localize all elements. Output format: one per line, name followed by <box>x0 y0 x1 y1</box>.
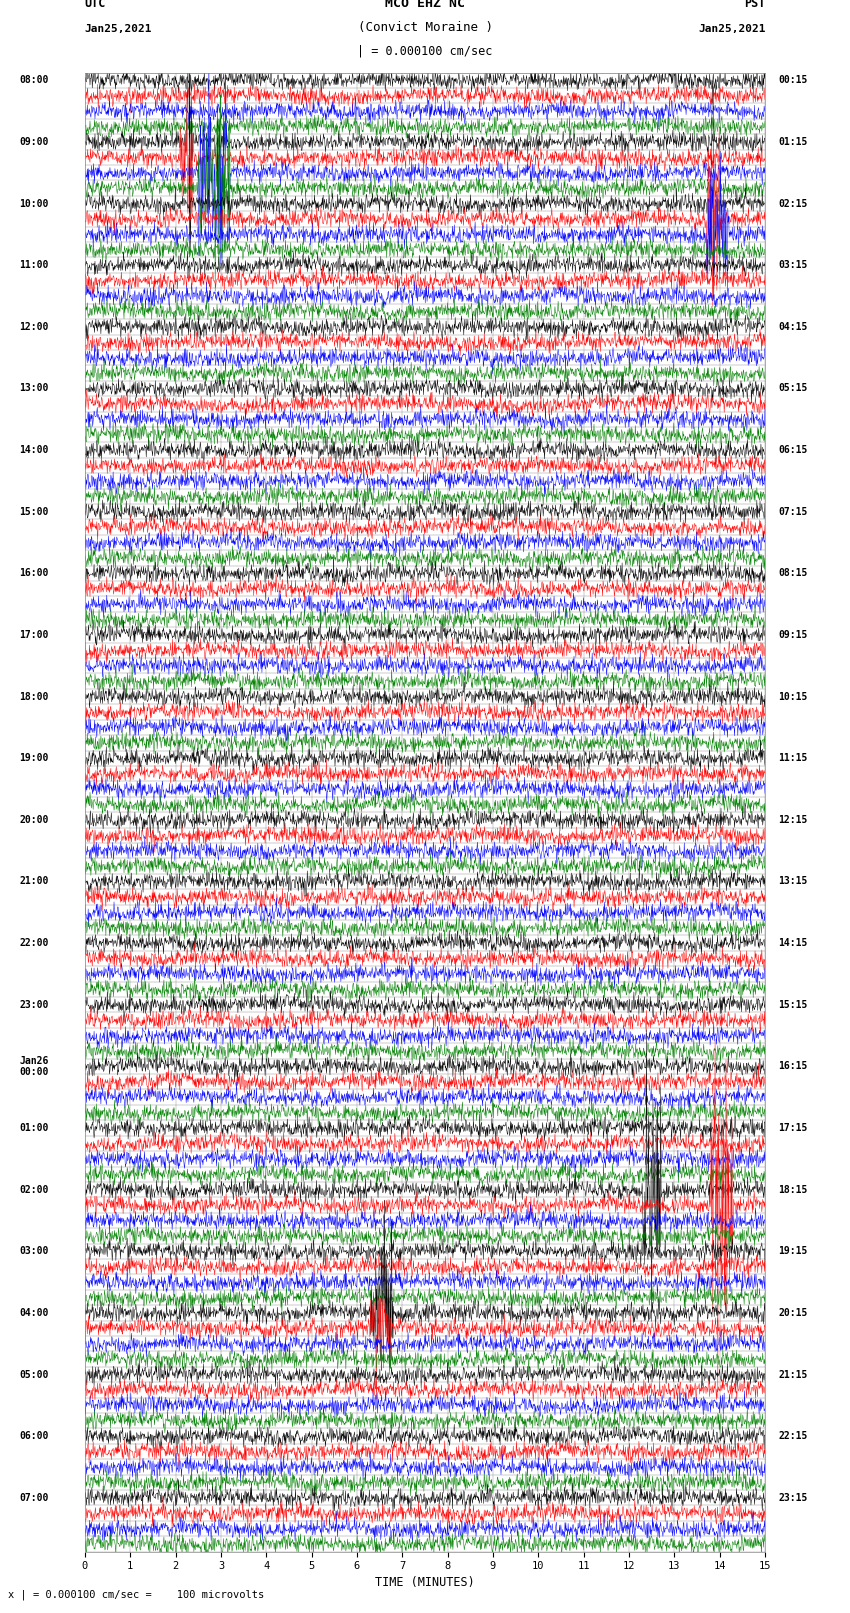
Text: 06:15: 06:15 <box>779 445 808 455</box>
Text: 18:00: 18:00 <box>20 692 48 702</box>
Text: 16:15: 16:15 <box>779 1061 808 1071</box>
Text: 20:00: 20:00 <box>20 815 48 824</box>
Text: 10:00: 10:00 <box>20 198 48 208</box>
Text: 07:15: 07:15 <box>779 506 808 516</box>
Text: 15:15: 15:15 <box>779 1000 808 1010</box>
Text: 20:15: 20:15 <box>779 1308 808 1318</box>
Text: 03:15: 03:15 <box>779 260 808 271</box>
Text: 08:15: 08:15 <box>779 568 808 579</box>
Text: 13:15: 13:15 <box>779 876 808 887</box>
Text: 19:00: 19:00 <box>20 753 48 763</box>
Text: 14:15: 14:15 <box>779 939 808 948</box>
Text: | = 0.000100 cm/sec: | = 0.000100 cm/sec <box>357 45 493 58</box>
Text: Jan25,2021: Jan25,2021 <box>698 24 766 34</box>
Text: 09:00: 09:00 <box>20 137 48 147</box>
Text: (Convict Moraine ): (Convict Moraine ) <box>358 21 492 34</box>
Text: PST: PST <box>745 0 766 10</box>
Text: 06:00: 06:00 <box>20 1431 48 1440</box>
Text: 22:00: 22:00 <box>20 939 48 948</box>
Text: 13:00: 13:00 <box>20 384 48 394</box>
Text: 11:00: 11:00 <box>20 260 48 271</box>
Text: 12:15: 12:15 <box>779 815 808 824</box>
Text: 05:00: 05:00 <box>20 1369 48 1379</box>
Text: 03:00: 03:00 <box>20 1247 48 1257</box>
Text: 09:15: 09:15 <box>779 631 808 640</box>
Text: 12:00: 12:00 <box>20 323 48 332</box>
Text: 17:00: 17:00 <box>20 631 48 640</box>
Text: 18:15: 18:15 <box>779 1184 808 1195</box>
Text: 23:15: 23:15 <box>779 1492 808 1503</box>
Text: 04:15: 04:15 <box>779 323 808 332</box>
Text: 05:15: 05:15 <box>779 384 808 394</box>
Text: 00:15: 00:15 <box>779 76 808 85</box>
Text: 14:00: 14:00 <box>20 445 48 455</box>
Text: UTC: UTC <box>84 0 105 10</box>
Text: 11:15: 11:15 <box>779 753 808 763</box>
Text: 01:15: 01:15 <box>779 137 808 147</box>
Text: 10:15: 10:15 <box>779 692 808 702</box>
Text: 04:00: 04:00 <box>20 1308 48 1318</box>
Text: 21:15: 21:15 <box>779 1369 808 1379</box>
Text: Jan25,2021: Jan25,2021 <box>84 24 152 34</box>
Text: MCO EHZ NC: MCO EHZ NC <box>385 0 465 10</box>
Text: 07:00: 07:00 <box>20 1492 48 1503</box>
Text: 08:00: 08:00 <box>20 76 48 85</box>
Text: 17:15: 17:15 <box>779 1123 808 1132</box>
Text: 02:15: 02:15 <box>779 198 808 208</box>
Text: 23:00: 23:00 <box>20 1000 48 1010</box>
Text: 16:00: 16:00 <box>20 568 48 579</box>
Text: 22:15: 22:15 <box>779 1431 808 1440</box>
Text: 15:00: 15:00 <box>20 506 48 516</box>
Text: x | = 0.000100 cm/sec =    100 microvolts: x | = 0.000100 cm/sec = 100 microvolts <box>8 1589 264 1600</box>
Text: 02:00: 02:00 <box>20 1184 48 1195</box>
Text: 19:15: 19:15 <box>779 1247 808 1257</box>
Text: Jan26
00:00: Jan26 00:00 <box>20 1055 48 1077</box>
X-axis label: TIME (MINUTES): TIME (MINUTES) <box>375 1576 475 1589</box>
Text: 01:00: 01:00 <box>20 1123 48 1132</box>
Text: 21:00: 21:00 <box>20 876 48 887</box>
